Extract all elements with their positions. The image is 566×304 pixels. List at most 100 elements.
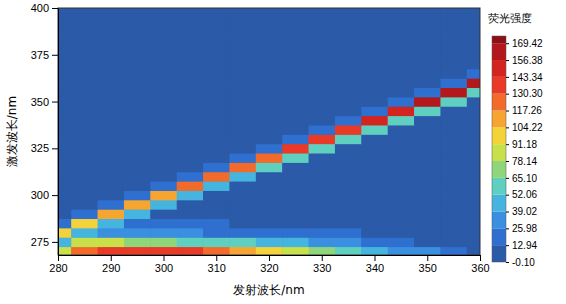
heat-cell xyxy=(361,219,388,229)
heat-cell xyxy=(71,181,98,191)
x-tick: 350 xyxy=(419,255,437,274)
heat-cell xyxy=(309,50,336,60)
heat-cell xyxy=(229,50,256,60)
heat-cell xyxy=(98,181,125,191)
heat-cell xyxy=(71,125,98,135)
heat-cell xyxy=(124,144,151,154)
heat-cell xyxy=(414,69,441,79)
heat-cell xyxy=(388,116,415,126)
heat-cell xyxy=(256,190,283,200)
heat-cell xyxy=(414,228,441,238)
heat-cell xyxy=(388,97,415,107)
heat-cell xyxy=(309,22,336,32)
heat-cell xyxy=(467,59,480,69)
colorbar-tick-label: 143.34 xyxy=(512,72,543,83)
heat-cell xyxy=(98,144,125,154)
heat-cell xyxy=(256,31,283,41)
heat-cell xyxy=(361,88,388,98)
y-tick-mark xyxy=(52,242,58,243)
heat-cell xyxy=(229,200,256,210)
plot: 2802903003103203303403503602753003253503… xyxy=(31,2,494,274)
heat-cell xyxy=(177,69,204,79)
x-tick-label: 300 xyxy=(155,262,173,274)
colorbar-band xyxy=(492,60,506,77)
heat-cell xyxy=(388,22,415,32)
heat-cell xyxy=(150,97,177,107)
heat-cell xyxy=(440,144,467,154)
heat-cell xyxy=(124,153,151,163)
heat-cell xyxy=(177,153,204,163)
heat-cell xyxy=(58,125,72,135)
heat-cell xyxy=(177,116,204,126)
heat-cell xyxy=(388,200,415,210)
heat-cell xyxy=(98,106,125,116)
colorbar-tick-mark xyxy=(506,228,509,229)
colorbar-tick-label: 25.98 xyxy=(512,223,537,234)
heat-cell xyxy=(335,31,362,41)
heat-cell xyxy=(256,106,283,116)
heat-cell xyxy=(150,88,177,98)
heat-cell xyxy=(229,134,256,144)
x-tick-mark xyxy=(427,255,428,261)
heat-cell xyxy=(388,247,415,255)
heat-cell xyxy=(361,41,388,51)
heat-cell xyxy=(150,69,177,79)
chart: 2802903003103203303403503602753003253503… xyxy=(0,0,566,304)
heat-cell xyxy=(282,41,309,51)
heat-cell xyxy=(256,41,283,51)
heat-cell xyxy=(203,78,230,88)
heat-cell xyxy=(388,237,415,247)
heat-cell xyxy=(124,106,151,116)
heat-cell xyxy=(124,116,151,126)
heat-cell xyxy=(98,134,125,144)
heat-cell xyxy=(177,172,204,182)
heat-cell xyxy=(203,125,230,135)
heat-cell xyxy=(282,8,309,13)
heat-cell xyxy=(388,228,415,238)
heat-cell xyxy=(361,209,388,219)
heat-cell xyxy=(150,247,177,255)
x-tick-mark xyxy=(111,255,112,261)
x-tick-label: 330 xyxy=(313,262,331,274)
heat-cell xyxy=(71,41,98,51)
heat-cell xyxy=(58,181,72,191)
heat-cell xyxy=(150,78,177,88)
heat-cell xyxy=(414,181,441,191)
heat-cell xyxy=(229,219,256,229)
heat-cell xyxy=(414,13,441,23)
heat-cell xyxy=(361,97,388,107)
heat-cell xyxy=(98,78,125,88)
heat-cell xyxy=(150,41,177,51)
colorbar-tick-label: 39.02 xyxy=(512,206,537,217)
heat-cell xyxy=(467,50,480,60)
heat-cell xyxy=(177,190,204,200)
heat-cell xyxy=(58,50,72,60)
heat-cell xyxy=(98,219,125,229)
heat-cell xyxy=(282,50,309,60)
colorbar-tick: 156.38 xyxy=(506,55,543,66)
heat-cell xyxy=(150,200,177,210)
x-tick-mark xyxy=(58,255,59,261)
colorbar-tick-label: 156.38 xyxy=(512,55,543,66)
heat-cell xyxy=(388,50,415,60)
heat-cell xyxy=(282,106,309,116)
heat-cell xyxy=(388,31,415,41)
heat-cell xyxy=(388,41,415,51)
colorbar-tick-label: 52.06 xyxy=(512,189,537,200)
heat-cell xyxy=(440,69,467,79)
heat-cell xyxy=(256,162,283,172)
heat-cell xyxy=(58,13,72,23)
heat-cell xyxy=(229,181,256,191)
heat-cell xyxy=(124,247,151,255)
heat-cell xyxy=(440,134,467,144)
heat-cell xyxy=(124,31,151,41)
colorbar-tick-label: 65.10 xyxy=(512,173,537,184)
heat-cell xyxy=(309,106,336,116)
heat-cell xyxy=(58,88,72,98)
x-tick-label: 350 xyxy=(419,262,437,274)
y-tick-mark xyxy=(52,55,58,56)
heat-cell xyxy=(309,237,336,247)
heat-cell xyxy=(309,172,336,182)
heat-cell xyxy=(414,31,441,41)
colorbar-tick: 91.18 xyxy=(506,139,537,150)
